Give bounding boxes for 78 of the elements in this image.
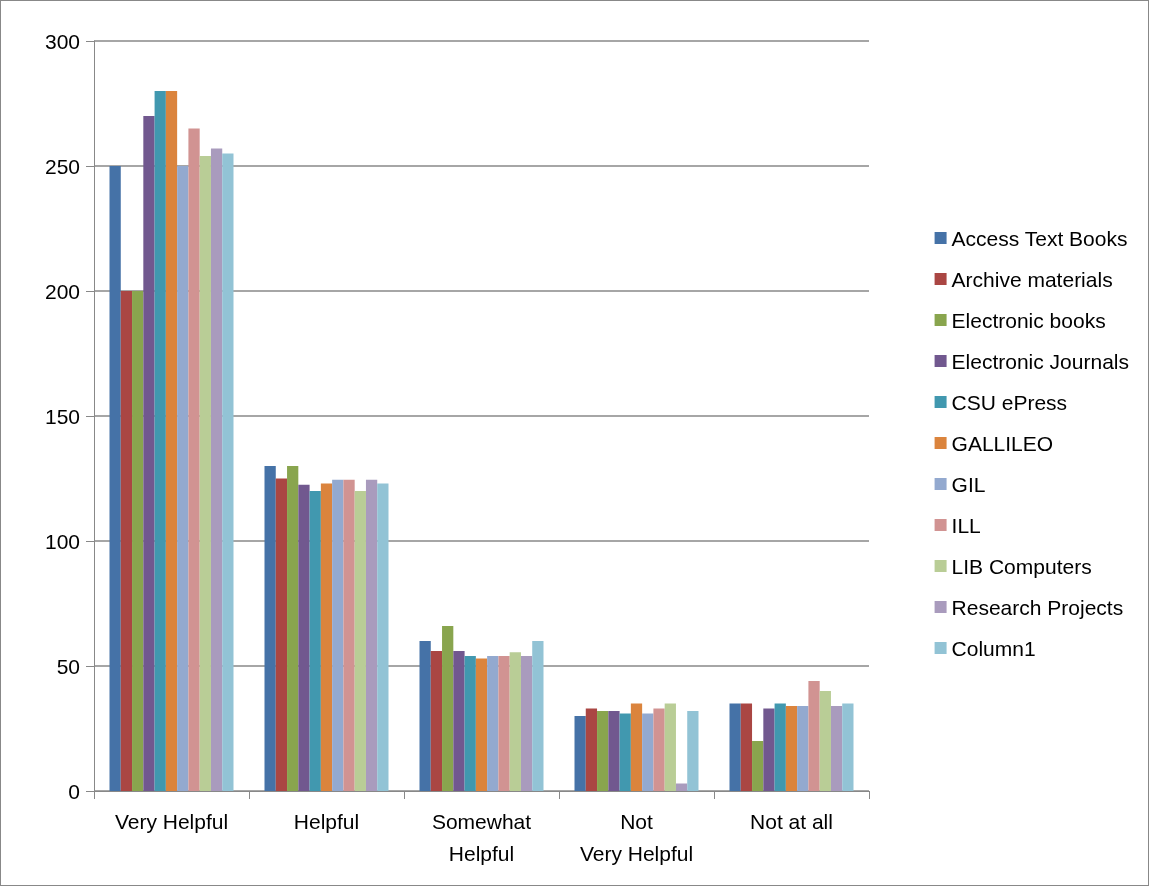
x-tick-label: Somewhat Helpful — [431, 809, 532, 865]
legend-label: Electronic Journals — [951, 349, 1130, 373]
y-tick-label: 100 — [44, 529, 80, 553]
y-tick-label: 150 — [44, 404, 80, 428]
bar — [498, 656, 510, 791]
bar — [354, 491, 366, 791]
bar — [120, 291, 133, 791]
bar — [143, 116, 155, 791]
bar — [298, 484, 310, 791]
bar — [842, 703, 854, 791]
bar — [419, 641, 431, 791]
bar — [532, 641, 544, 791]
legend-label: GIL — [951, 472, 986, 496]
bar — [222, 153, 234, 791]
x-tick-label: Not Very Helpful — [579, 809, 694, 865]
bar — [653, 708, 665, 791]
bar — [763, 708, 775, 791]
bar — [797, 706, 809, 791]
bar — [430, 651, 443, 791]
bar — [199, 156, 211, 791]
bar — [585, 708, 598, 791]
bar — [109, 166, 121, 791]
bar — [464, 656, 476, 791]
bar — [785, 706, 798, 791]
x-tick-label: Not at all — [750, 809, 833, 833]
y-tick-label: 200 — [44, 279, 80, 303]
bar — [453, 651, 465, 791]
legend-label: Electronic books — [951, 308, 1106, 332]
bar — [154, 91, 166, 791]
bar — [264, 466, 276, 791]
bar — [365, 479, 378, 791]
legend-label: CSU ePress — [951, 390, 1068, 414]
bar — [740, 703, 753, 791]
legend-label: GALLILEO — [951, 431, 1054, 455]
bar — [687, 711, 699, 791]
bar — [210, 148, 223, 791]
bar — [132, 291, 144, 791]
bar — [675, 783, 688, 791]
legend-label: Column1 — [951, 636, 1036, 660]
bar — [188, 128, 200, 791]
bar — [332, 479, 344, 791]
bar — [309, 491, 321, 791]
bar — [509, 652, 521, 791]
bar — [377, 483, 389, 791]
bar — [619, 713, 631, 791]
bar — [752, 741, 764, 791]
y-tick-label: 250 — [44, 154, 80, 178]
y-tick-label: 300 — [44, 29, 80, 53]
y-tick-label: 0 — [68, 779, 80, 803]
legend-label: ILL — [951, 513, 981, 537]
bar — [287, 466, 299, 791]
bar — [343, 479, 355, 791]
bar — [729, 703, 741, 791]
bar — [487, 656, 499, 791]
bar — [442, 626, 454, 791]
bar — [520, 656, 533, 791]
bar — [320, 483, 333, 791]
bar — [165, 91, 178, 791]
bar — [642, 713, 654, 791]
y-tick-label: 50 — [56, 654, 80, 678]
bar — [774, 703, 786, 791]
bar — [177, 166, 189, 791]
bar — [574, 716, 586, 791]
bar — [630, 703, 643, 791]
bar — [664, 703, 676, 791]
x-tick-label: Very Helpful — [114, 809, 229, 833]
bar — [275, 478, 288, 791]
x-tick-label: Helpful — [293, 809, 360, 833]
bar — [608, 711, 620, 791]
legend-label: LIB Computers — [951, 554, 1092, 578]
bar — [830, 706, 843, 791]
bar — [475, 658, 488, 791]
legend-label: Archive materials — [951, 267, 1113, 291]
legend-label: Access Text Books — [951, 226, 1128, 250]
bar — [597, 711, 609, 791]
bar — [808, 681, 820, 791]
bar — [819, 691, 831, 791]
legend-label: Research Projects — [951, 595, 1124, 619]
